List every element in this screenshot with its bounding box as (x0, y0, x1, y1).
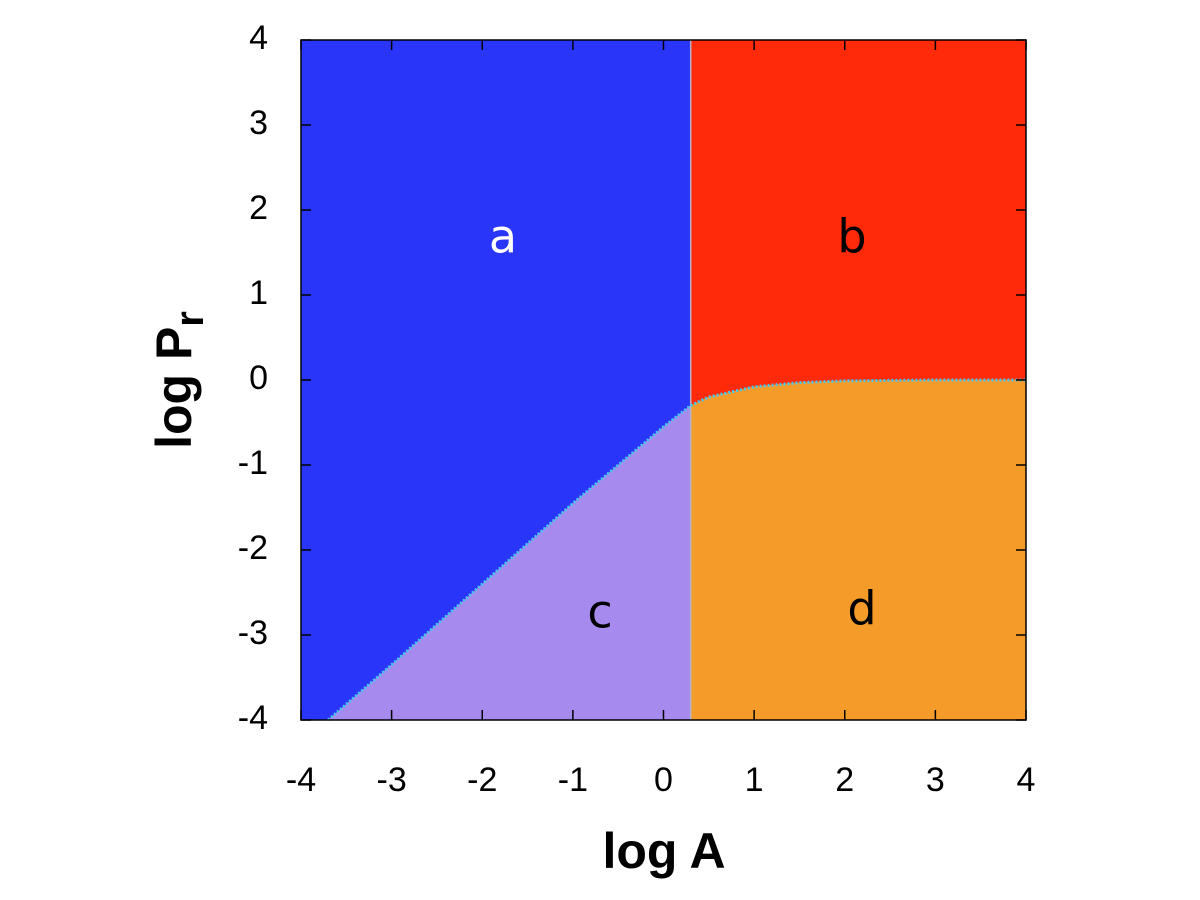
y-tick-label: 1 (249, 274, 268, 312)
region-label: b (837, 210, 866, 264)
lines (327, 40, 1026, 722)
x-tick-label: 2 (835, 761, 854, 799)
x-tick-label: -2 (467, 761, 497, 799)
x-tick-label: 4 (1017, 761, 1036, 799)
region-label: c (587, 585, 612, 639)
axes: -4 -3 -2 -1 0 1 2 3 4 -4 -3 -2 -1 0 1 2 3 4 (238, 19, 1036, 799)
y-axis-title-main: log P (146, 327, 202, 449)
x-tick-label: 1 (745, 761, 764, 799)
y-tick-label: -3 (238, 614, 268, 652)
boundary-line (327, 378, 1026, 722)
x-tick-label: 0 (654, 761, 673, 799)
region-3 (690, 379, 1027, 721)
x-tick-label: -4 (286, 761, 316, 799)
y-axis-title: log Pr (146, 311, 211, 449)
y-tick-label: -1 (238, 444, 268, 482)
y-tick-label: 4 (249, 19, 268, 57)
region-label: d (847, 582, 876, 636)
y-tick-label: -2 (238, 529, 268, 567)
y-tick-label: -4 (238, 699, 268, 737)
y-tick-label: 2 (249, 189, 268, 227)
y-axis-title-sub: r (168, 311, 212, 327)
x-tick-label: -1 (558, 761, 588, 799)
y-tick-label: 0 (249, 359, 268, 397)
x-tick-label: -3 (377, 761, 407, 799)
regions (300, 39, 1027, 721)
y-tick-label: 3 (249, 104, 268, 142)
region-label: a (489, 210, 517, 264)
x-tick-label: 3 (926, 761, 945, 799)
x-axis-title: log A (602, 823, 725, 879)
